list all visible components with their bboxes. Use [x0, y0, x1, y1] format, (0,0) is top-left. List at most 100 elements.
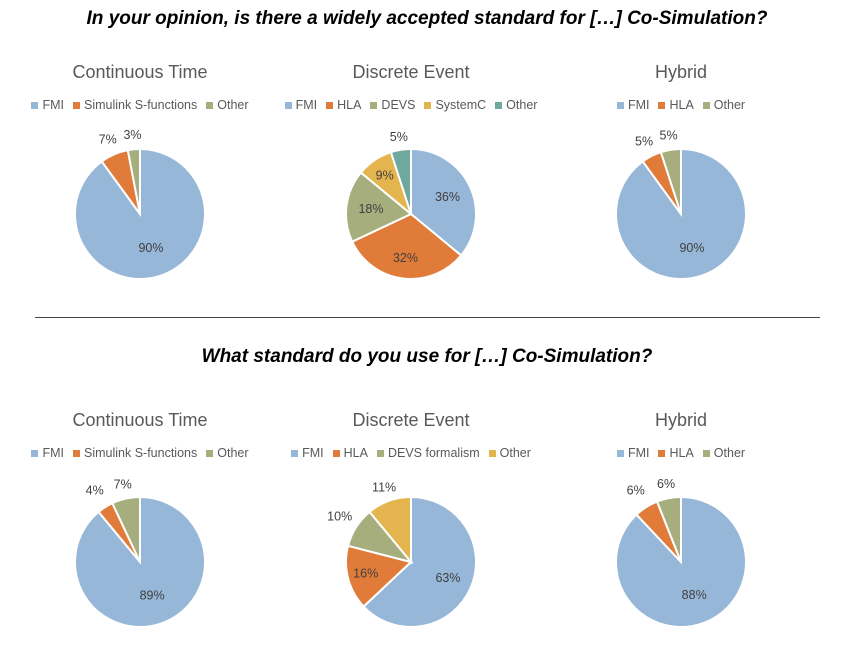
pie-plot: 63% 16% 10% 11%	[327, 480, 477, 628]
legend-item: Other	[702, 98, 746, 112]
data-label: 88%	[682, 588, 707, 602]
legend-swatch	[206, 449, 214, 457]
data-label: 90%	[138, 241, 163, 255]
chart-title: Discrete Event	[352, 62, 470, 82]
data-label: 16%	[353, 567, 378, 581]
legend-item: Other	[488, 446, 531, 460]
legend-swatch	[616, 449, 624, 457]
data-label: 9%	[376, 168, 394, 182]
data-label: 89%	[140, 589, 165, 603]
legend-item: Other	[495, 98, 537, 112]
legend-label: FMI	[627, 446, 650, 460]
legend-swatch	[424, 101, 432, 109]
pie-chart-continuous-time-usage: Continuous Time FMI Simulink S-functions O…	[5, 410, 275, 650]
legend-item: FMI	[31, 446, 64, 460]
pie-slice-hla	[350, 212, 463, 280]
data-label: 63%	[435, 571, 460, 585]
data-label: 90%	[679, 241, 704, 255]
chart-title: Discrete Event	[352, 410, 470, 430]
legend-label: HLA	[343, 446, 368, 460]
data-label: 36%	[435, 190, 460, 204]
pie-slice-fmi	[362, 495, 477, 628]
legend-item: DEVS	[370, 98, 415, 112]
pie-chart-hybrid-opinion: Hybrid FMI HLA Other 90% 5% 5%	[546, 62, 816, 302]
legend-swatch	[332, 449, 340, 457]
pie-slice-other	[659, 147, 682, 215]
legend-item: HLA	[332, 446, 368, 460]
legend-item: DEVS formalism	[376, 446, 480, 460]
pie-chart-discrete-event-opinion: Discrete Event FMI HLA DEVS SystemC Other 36…	[276, 62, 546, 302]
chart-title: Hybrid	[654, 410, 707, 430]
legend-label: Other	[217, 446, 249, 460]
data-label: 7%	[114, 478, 132, 492]
legend-label: FMI	[42, 446, 64, 460]
legend-label: FMI	[302, 446, 324, 460]
legend-label: DEVS	[381, 98, 416, 112]
chart-legend: FMI Simulink S-functions Other	[5, 98, 275, 112]
survey-question-bottom: What standard do you use for […] Co-Simu…	[201, 346, 653, 367]
legend-swatch	[73, 101, 80, 109]
legend-item: FMI	[616, 446, 650, 460]
pie-slice-other	[126, 147, 141, 215]
pie-chart-continuous-time-opinion: Continuous Time FMI Simulink S-functions O…	[5, 62, 275, 302]
legend-label: SystemC	[435, 98, 487, 112]
data-label: 5%	[660, 129, 678, 143]
legend-swatch	[291, 449, 299, 457]
pie-plot: 90% 7% 3%	[74, 128, 206, 280]
legend-swatch	[326, 101, 334, 109]
legend-swatch	[31, 449, 39, 457]
legend-swatch	[284, 101, 292, 109]
legend-item: FMI	[284, 98, 318, 112]
legend-label: HLA	[669, 446, 694, 460]
legend-label: Simulink S-functions	[84, 446, 198, 460]
legend-label: HLA	[337, 98, 362, 112]
chart-legend: FMI HLA DEVS formalism Other	[276, 446, 546, 460]
legend-swatch	[206, 101, 214, 109]
pie-slice-other	[655, 495, 682, 563]
legend-swatch	[73, 449, 80, 457]
section-divider	[35, 317, 820, 318]
data-label: 4%	[86, 484, 104, 498]
data-label: 6%	[657, 477, 675, 491]
legend-label: HLA	[669, 98, 694, 112]
pie-slice-hla	[345, 544, 414, 608]
legend-label: FMI	[42, 98, 64, 112]
legend-item: Other	[702, 446, 745, 460]
pie-slice-fmi	[74, 147, 206, 280]
legend-item: Other	[206, 98, 249, 112]
legend-label: Other	[506, 98, 538, 112]
legend-swatch	[370, 101, 378, 109]
pie-slice-other	[110, 495, 141, 563]
chart-legend: FMI HLA Other	[546, 446, 816, 460]
legend-item: FMI	[291, 446, 324, 460]
legend-item: Other	[206, 446, 249, 460]
pie-slice-devs	[345, 171, 413, 244]
legend-item: HLA	[658, 98, 694, 112]
legend-label: Other	[713, 98, 746, 112]
chart-title: Continuous Time	[72, 62, 208, 82]
survey-question-top: In your opinion, is there a widely accep…	[86, 8, 768, 29]
legend-item: Simulink S-functions	[73, 98, 197, 112]
data-label: 6%	[627, 484, 645, 498]
data-label: 11%	[372, 480, 396, 494]
pie-plot: 36% 32% 18% 9% 5%	[345, 130, 477, 280]
pie-chart-hybrid-usage: Hybrid FMI HLA Other 88% 6% 6%	[546, 410, 816, 650]
pie-chart-discrete-event-usage: Discrete Event FMI HLA DEVS formalism Other…	[276, 410, 546, 650]
legend-swatch	[658, 101, 666, 109]
chart-title: Continuous Time	[72, 410, 208, 430]
legend-swatch	[376, 449, 384, 457]
legend-swatch	[702, 101, 710, 109]
pie-slice-fmi	[615, 147, 747, 280]
legend-swatch	[702, 449, 710, 457]
legend-swatch	[31, 101, 39, 109]
legend-swatch	[488, 449, 496, 457]
legend-item: HLA	[658, 446, 694, 460]
pie-plot: 90% 5% 5%	[615, 129, 747, 280]
chart-title: Hybrid	[654, 62, 707, 82]
legend-label: FMI	[295, 98, 318, 112]
legend-item: Simulink S-functions	[73, 446, 197, 460]
legend-item: FMI	[616, 98, 650, 112]
data-label: 7%	[99, 132, 117, 146]
legend-label: FMI	[627, 98, 650, 112]
chart-legend: FMI Simulink S-functions Other	[5, 446, 275, 460]
